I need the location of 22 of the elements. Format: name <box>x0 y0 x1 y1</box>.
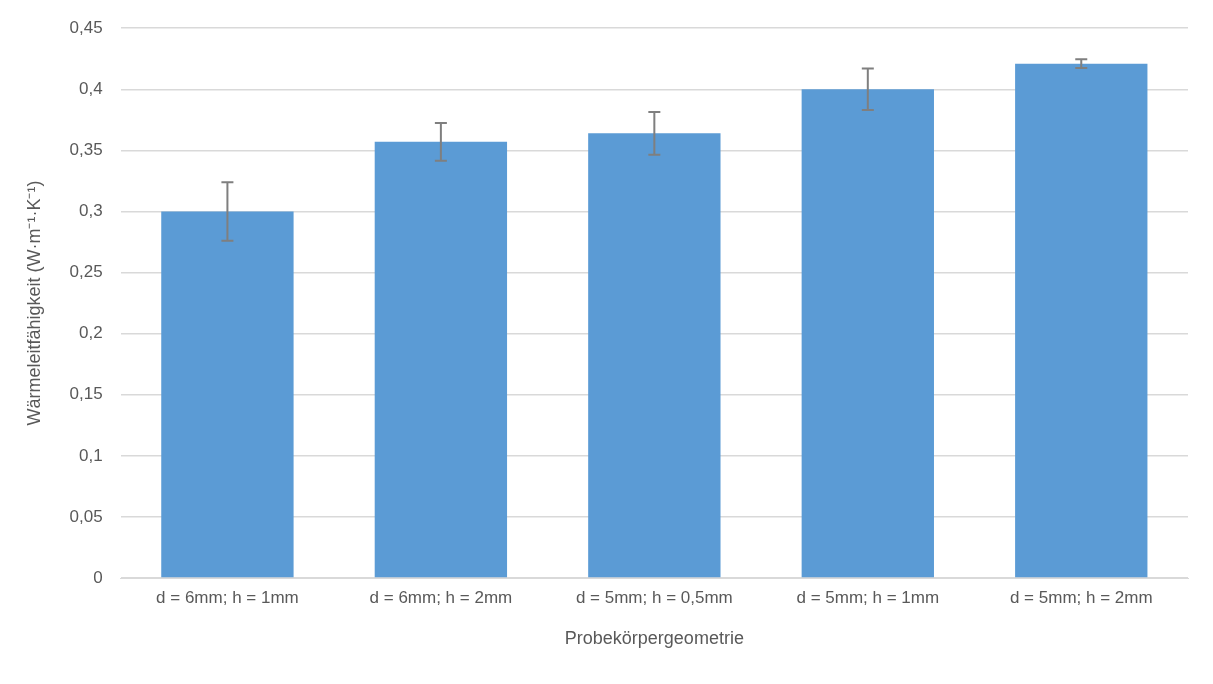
x-tick-label: d = 5mm; h = 1mm <box>796 587 940 607</box>
bar <box>374 141 508 578</box>
x-tick-label: d = 5mm; h = 0,5mm <box>575 587 733 607</box>
x-axis-title: Probekörpergeometrie <box>564 628 744 649</box>
bar <box>161 211 294 578</box>
y-tick-label: 0,15 <box>69 384 103 404</box>
x-tick-label: d = 6mm; h = 2mm <box>369 587 513 607</box>
y-tick-label: 0,05 <box>69 506 103 526</box>
x-tick-label: d = 5mm; h = 2mm <box>1009 587 1153 607</box>
y-tick-label: 0,3 <box>79 201 103 221</box>
y-tick-label: 0,45 <box>69 17 103 37</box>
x-tick-label: d = 6mm; h = 1mm <box>156 587 299 607</box>
y-tick-label: 0,25 <box>69 262 103 282</box>
y-tick-label: 0,35 <box>69 140 103 160</box>
y-tick-label: 0,2 <box>79 323 103 343</box>
bar <box>801 89 934 578</box>
bar <box>588 133 721 578</box>
y-tick-label: 0,4 <box>79 78 103 98</box>
bar <box>1015 63 1148 578</box>
y-tick-label: 0 <box>93 567 103 587</box>
y-tick-label: 0,1 <box>79 445 103 465</box>
y-axis-title: Wärmeleitfähigkeit (W·m⁻¹·K⁻¹) <box>23 180 44 426</box>
